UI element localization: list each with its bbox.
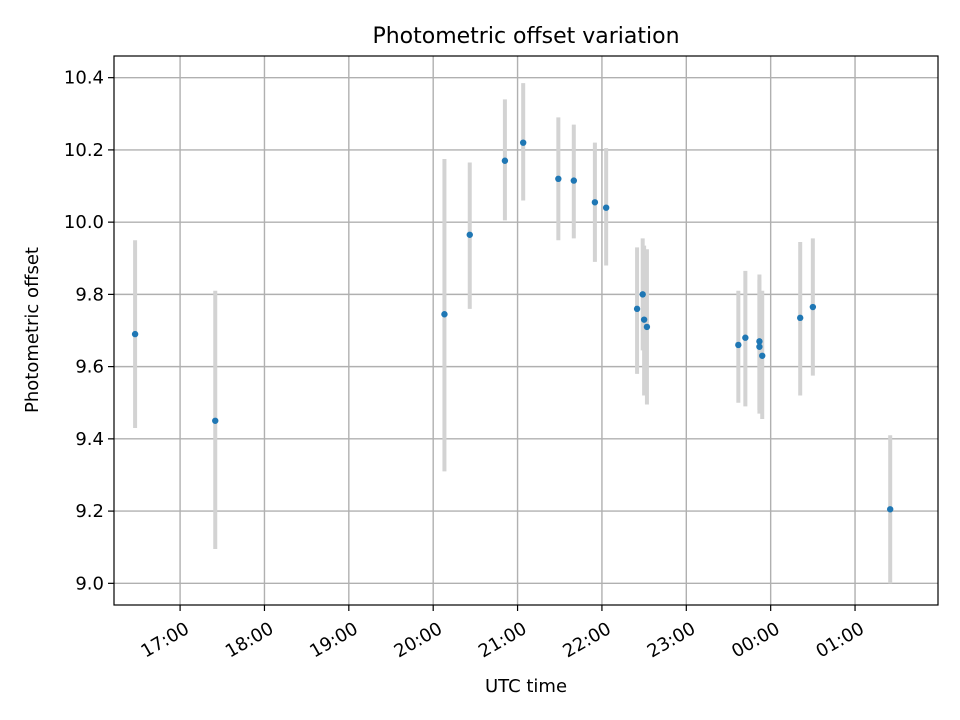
data-point (212, 417, 219, 424)
y-axis-label: Photometric offset (22, 247, 43, 413)
x-axis-label: UTC time (485, 676, 567, 697)
y-tick-label: 10.2 (64, 140, 104, 161)
data-point (466, 231, 473, 238)
y-tick-label: 10.0 (64, 212, 104, 233)
data-point (501, 157, 509, 164)
y-tick-label: 9.6 (75, 357, 104, 378)
data-point (756, 343, 763, 350)
data-point (742, 334, 749, 341)
plot-frame (113, 55, 939, 606)
data-point (640, 316, 648, 323)
data-point (131, 330, 139, 338)
data-points (131, 139, 894, 513)
data-point (759, 352, 766, 359)
chart-title: Photometric offset variation (372, 24, 679, 49)
data-point (570, 177, 578, 184)
data-point (639, 291, 646, 298)
data-point (643, 323, 651, 331)
y-tick-label: 9.2 (75, 501, 104, 522)
y-tick-label: 9.0 (75, 573, 104, 594)
data-point (441, 311, 448, 318)
data-point (796, 314, 804, 322)
y-tick-label: 10.4 (64, 68, 104, 89)
data-point (756, 338, 763, 345)
y-axis-ticks: 9.0 9.2 9.4 9.6 9.8 10.0 10.2 10.4 (64, 68, 114, 594)
data-point (735, 341, 742, 349)
data-point (519, 139, 527, 146)
data-point (886, 506, 894, 513)
data-point (555, 175, 562, 183)
data-point (602, 204, 610, 211)
y-tick-label: 9.8 (75, 284, 104, 305)
data-point (633, 305, 641, 313)
data-point (809, 303, 817, 311)
y-tick-label: 9.4 (75, 429, 104, 450)
data-point (591, 199, 599, 206)
